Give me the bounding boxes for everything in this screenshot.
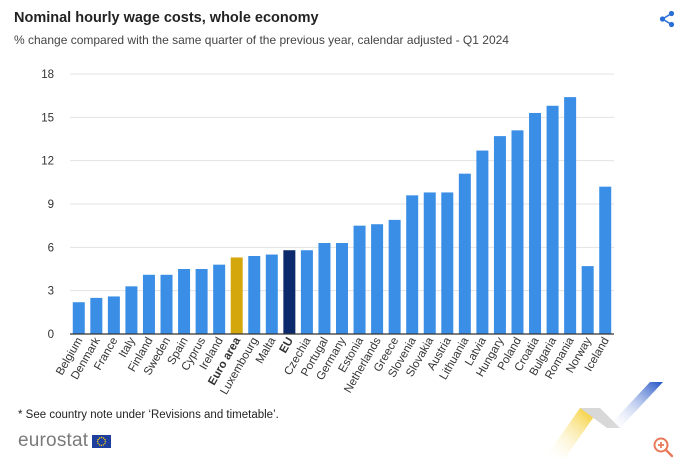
bar-croatia <box>529 113 542 334</box>
y-tick-label: 3 <box>48 286 54 298</box>
chart-subtitle: % change compared with the same quarter … <box>14 33 509 47</box>
eurostat-logo[interactable]: eurostat <box>18 430 112 452</box>
bar-finland <box>142 274 155 334</box>
bar-greece <box>388 219 401 334</box>
chart-title: Nominal hourly wage costs, whole economy <box>14 10 319 26</box>
decorative-graphic <box>545 382 663 458</box>
bar-denmark <box>90 297 103 334</box>
bar-austria <box>441 192 454 334</box>
bar-hungary <box>493 136 506 334</box>
bar-luxembourg <box>248 256 261 334</box>
y-tick-label: 0 <box>48 329 54 341</box>
bar-euro-area <box>230 257 243 334</box>
logo-text: eurostat <box>18 430 89 451</box>
bar-romania <box>564 97 577 334</box>
bar-norway <box>581 266 594 334</box>
bar-sweden <box>160 274 173 334</box>
footnote: * See country note under ‘Revisions and … <box>18 409 279 421</box>
bar-cyprus <box>195 269 208 334</box>
bar-slovakia <box>423 192 436 334</box>
y-tick-label: 18 <box>41 69 54 81</box>
bar-netherlands <box>371 224 384 334</box>
y-tick-label: 9 <box>48 199 54 211</box>
y-tick-label: 15 <box>41 112 54 124</box>
bar-belgium <box>72 302 85 334</box>
bar-slovenia <box>406 195 419 334</box>
y-tick-label: 12 <box>41 156 54 168</box>
eu-flag-icon <box>92 434 112 448</box>
bar-iceland <box>599 186 612 334</box>
bar-italy <box>125 286 138 334</box>
bar-portugal <box>318 243 331 334</box>
bar-france <box>107 296 120 334</box>
bar-poland <box>511 130 524 334</box>
bar-lithuania <box>458 173 471 334</box>
bar-malta <box>265 254 278 334</box>
bar-latvia <box>476 150 489 334</box>
bar-germany <box>336 243 348 334</box>
bar-estonia <box>353 225 366 334</box>
bar-czechia <box>300 250 313 334</box>
y-tick-label: 6 <box>48 242 54 254</box>
bar-ireland <box>213 264 226 334</box>
bar-spain <box>178 269 191 334</box>
bar-bulgaria <box>546 105 559 335</box>
zoom-in-icon[interactable] <box>652 436 674 458</box>
share-icon[interactable] <box>658 10 676 28</box>
x-tick-label: Malta <box>254 335 279 366</box>
bar-eu <box>283 250 296 334</box>
